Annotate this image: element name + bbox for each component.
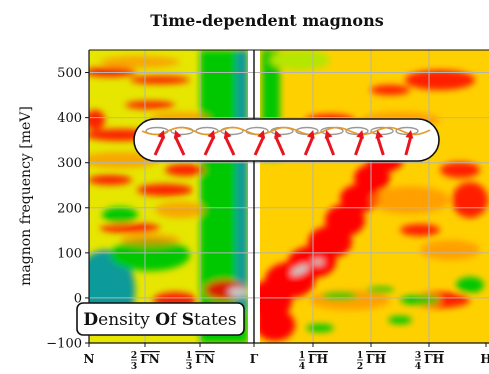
spin-arrow <box>404 135 413 156</box>
x-tick-frac-den: 4 <box>415 362 421 370</box>
spin-arrow-head <box>375 130 384 139</box>
y-tick-label: −100 <box>46 337 82 352</box>
chart-title: Time-dependent magnons <box>150 11 384 30</box>
spin-arrow <box>324 135 336 156</box>
y-tick-label: 200 <box>57 201 82 216</box>
spin-arrow-head <box>356 130 365 139</box>
x-tick-label: Γ <box>250 352 259 366</box>
spin-arrow-head <box>324 130 333 139</box>
spin-ring <box>370 126 394 136</box>
spin-arrow <box>303 135 315 156</box>
spin-arrow-head <box>405 130 414 139</box>
axes-frame <box>88 49 489 344</box>
x-tick-frac-num: 1 <box>357 351 363 361</box>
x-tick-frac-den: 2 <box>357 362 363 370</box>
x-tick-frac-den: 3 <box>131 362 137 370</box>
x-tick-main: Γ <box>250 352 259 366</box>
spin-arrow <box>375 135 385 156</box>
spin-arrow <box>173 135 186 156</box>
spin-wave-box <box>133 118 440 162</box>
spin-ring <box>395 126 419 136</box>
spin-arrow-head <box>257 130 265 139</box>
dos-initial-o: O <box>155 310 170 330</box>
heatmap-panel-left <box>89 50 248 343</box>
y-tick-label: 400 <box>57 111 82 126</box>
spin-arrow-head <box>223 130 232 139</box>
dos-rest-3: tates <box>194 310 237 330</box>
x-tick-label: H <box>480 352 489 366</box>
x-tick-frac-den: 4 <box>299 362 305 370</box>
grid <box>89 50 489 344</box>
spin-arrow-head <box>274 130 282 139</box>
x-tick-frac-num: 3 <box>415 351 421 361</box>
spin-arrow <box>223 135 236 156</box>
x-tick-frac-num: 1 <box>186 351 192 361</box>
heatmap-panel-right <box>260 50 489 343</box>
x-tick-main: ΓH <box>366 352 386 366</box>
x-tick-frac-num: 1 <box>299 351 305 361</box>
y-tick-label: 300 <box>57 156 82 171</box>
y-tick-label: 0 <box>74 291 82 306</box>
x-tick-main: ΓN <box>140 352 160 366</box>
x-tick-main: ΓH <box>308 352 328 366</box>
dos-rest-1: ensity <box>98 310 155 330</box>
x-tick-frac-den: 3 <box>186 362 192 370</box>
spin-arrow-head <box>157 130 165 139</box>
spin-ring <box>345 126 369 136</box>
spin-arrow <box>153 135 166 156</box>
y-ticks: −100 0 100 200 300 400 500 <box>46 66 89 352</box>
dos-label: Density Of States <box>83 310 236 330</box>
x-tick-main: ΓH <box>424 352 444 366</box>
y-axis-label: magnon frequency [meV] <box>18 106 34 286</box>
spin-arrow-head <box>173 130 182 139</box>
dos-rest-2: f <box>170 310 182 330</box>
x-tick-frac-num: 2 <box>131 351 137 361</box>
spin-wave-inset <box>133 118 440 162</box>
y-tick-label: 500 <box>57 66 82 81</box>
spin-arrow <box>203 135 216 156</box>
x-tick-main: H <box>480 352 489 366</box>
x-tick-main: N <box>84 352 95 366</box>
x-tick-label: N <box>84 352 95 366</box>
spin-arrow-head <box>207 130 216 139</box>
spin-arrow <box>274 135 286 156</box>
dos-initial-d: D <box>83 310 98 330</box>
y-tick-label: 100 <box>57 246 82 261</box>
spin-wave-curve <box>141 126 431 136</box>
spin-arrow <box>253 135 266 156</box>
spin-arrow-head <box>306 130 315 139</box>
dos-label-box: Density Of States <box>76 302 245 336</box>
dos-initial-s: S <box>182 310 194 330</box>
spin-arrow <box>354 135 364 156</box>
spin-arrows <box>153 130 414 156</box>
x-tick-main: ΓN <box>195 352 215 366</box>
